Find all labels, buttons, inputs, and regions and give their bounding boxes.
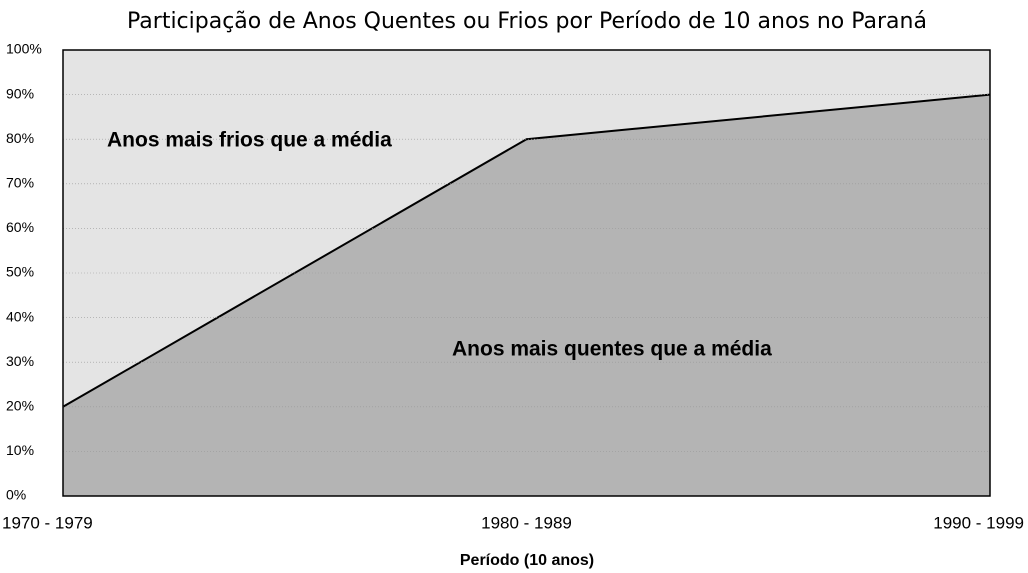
y-tick-label: 90% [6,85,34,101]
x-tick-label: 1980 - 1989 [481,513,572,532]
area [63,94,990,496]
y-tick-label: 50% [6,264,34,280]
y-tick-label: 70% [6,175,34,191]
y-tick-label: 10% [6,442,34,458]
y-tick-label: 0% [6,487,26,503]
x-tick-label: 1990 - 1999 [933,513,1024,532]
y-tick-label: 100% [6,41,42,57]
x-tick-label: 1970 - 1979 [2,513,93,532]
boundary-line [62,93,991,408]
y-tick-label: 40% [6,308,34,324]
y-tick-label: 20% [6,398,34,414]
area-label: Anos mais quentes que a média [452,338,772,361]
y-tick-label: 60% [6,219,34,235]
area-label: Anos mais frios que a média [107,129,392,152]
y-tick-label: 80% [6,130,34,146]
chart-title: Participação de Anos Quentes ou Frios po… [127,9,927,34]
plot-frame [62,49,991,497]
y-tick-label: 30% [6,353,34,369]
x-axis-label: Período (10 anos) [460,552,594,569]
